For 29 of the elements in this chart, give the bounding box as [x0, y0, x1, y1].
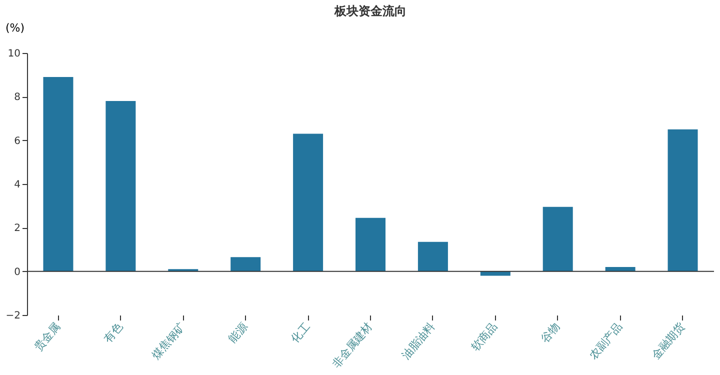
y-tick-label: 6 — [14, 136, 20, 147]
x-tick-label: 油脂油料 — [399, 320, 438, 362]
bar — [293, 134, 324, 272]
bar — [542, 206, 573, 272]
y-axis-title: (%) — [6, 22, 25, 34]
chart-title: 板块资金流向 — [334, 4, 406, 18]
x-tick-label: 谷物 — [538, 320, 562, 346]
y-tick-label: 0 — [14, 266, 20, 278]
x-tick-label: 有色 — [101, 320, 126, 346]
bar — [668, 129, 698, 272]
x-tick-label: 能源 — [226, 320, 250, 346]
bar — [418, 242, 448, 272]
x-tick-label: 农副产品 — [586, 320, 625, 362]
y-tick-label: −2 — [6, 310, 20, 322]
x-tick-label: 贵金属 — [32, 320, 63, 354]
x-tick-label: 化工 — [288, 320, 313, 346]
bar — [605, 266, 636, 272]
x-tick-label: 软商品 — [468, 320, 500, 354]
bar — [106, 101, 136, 272]
y-tick-label: 2 — [14, 223, 20, 234]
x-tick-label: 金融期货 — [649, 320, 688, 362]
y-tick-label: 4 — [14, 180, 20, 190]
x-tick-label: 煤焦钢矿 — [149, 320, 188, 362]
x-tick-label: 非金属建材 — [330, 320, 376, 370]
y-tick-label: 8 — [14, 92, 20, 104]
bar — [356, 218, 386, 272]
bar — [43, 77, 74, 272]
y-tick-label: 10 — [8, 48, 20, 60]
bar — [230, 257, 261, 272]
